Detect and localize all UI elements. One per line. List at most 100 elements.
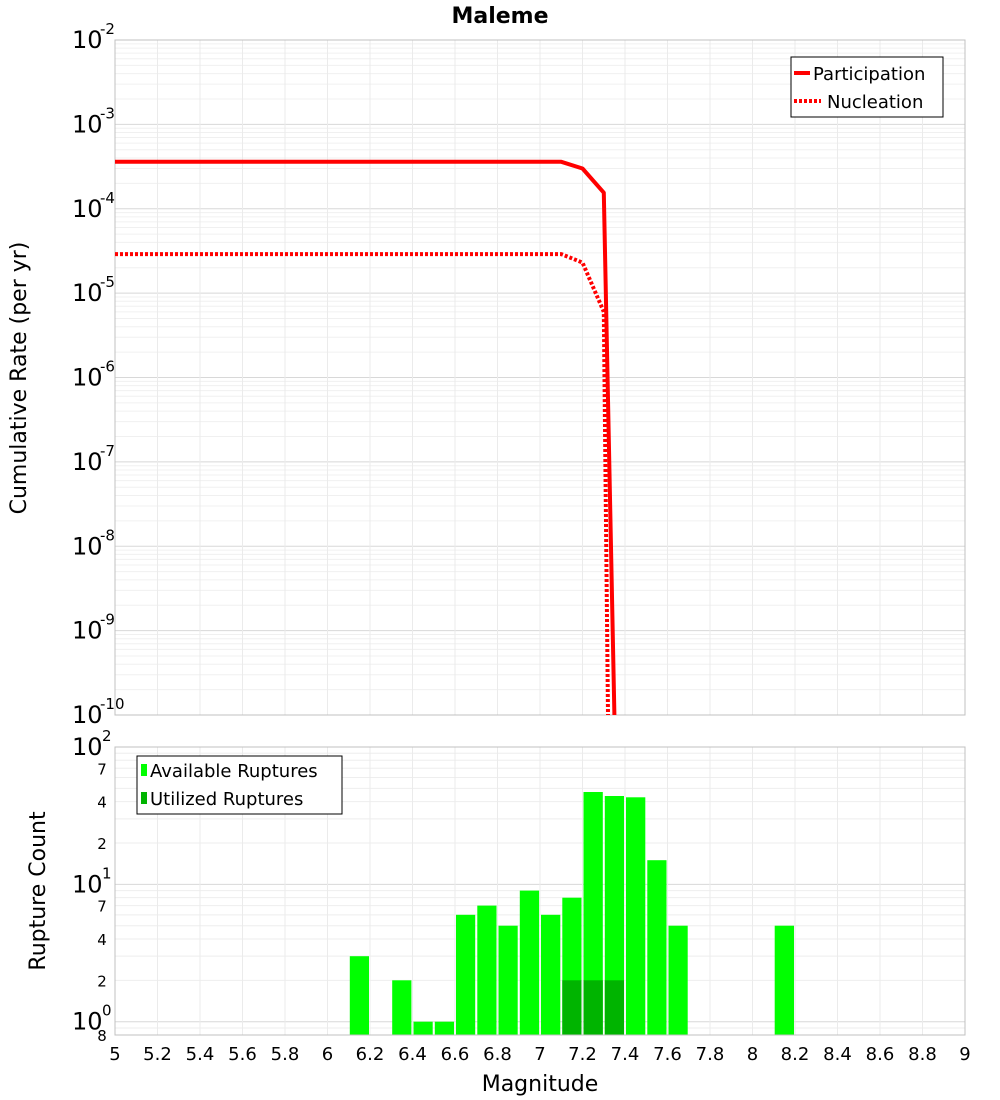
rupture-y-tick-exponent: 1	[102, 864, 112, 882]
rate-y-tick-label: 10-6	[72, 358, 115, 392]
utilized-legend-label: Utilized Ruptures	[150, 789, 303, 810]
available-legend-label: Available Ruptures	[150, 761, 318, 782]
available-rupture-bar	[647, 860, 667, 1035]
rupture-y-tick-base: 10	[72, 870, 103, 898]
available-rupture-bar	[541, 914, 561, 1035]
rate-plot-panel: 10-210-310-410-510-610-710-810-910-10 Cu…	[7, 20, 966, 729]
rupture-y-minor-tick-label: 7	[97, 898, 107, 916]
rate-plot-border	[114, 39, 966, 716]
rupture-y-minor-tick-label: 7	[97, 760, 107, 778]
x-tick-label: 5.4	[186, 1044, 215, 1065]
x-tick-label: 6.8	[483, 1044, 512, 1065]
rate-y-tick-label: 10-7	[72, 442, 115, 476]
rupture-y-tick-base: 10	[72, 733, 103, 761]
participation-line	[115, 159, 617, 716]
rate-y-tick-base: 10	[72, 532, 103, 560]
x-tick-label: 8.4	[823, 1044, 852, 1065]
rate-y-tick-exponent: -5	[100, 273, 115, 291]
rate-y-tick-label: 10-8	[72, 526, 115, 560]
x-tick-label: 8	[747, 1044, 758, 1065]
x-tick-label: 6.6	[441, 1044, 470, 1065]
rupture-legend-box	[136, 755, 343, 815]
rate-y-tick-exponent: -6	[100, 358, 115, 376]
x-tick-label: 9	[959, 1044, 970, 1065]
available-rupture-bar	[626, 797, 646, 1035]
utilized-rupture-bar	[604, 980, 624, 1035]
rate-y-tick-exponent: -3	[100, 104, 115, 122]
rupture-y-major-tick-label: 10 2	[72, 727, 112, 761]
rupture-y-minor-tick-label: 2	[97, 972, 107, 990]
rupture-y-major-tick-label: 10 0	[72, 1002, 112, 1036]
rate-y-tick-base: 10	[72, 26, 103, 54]
available-rupture-bar	[774, 925, 794, 1035]
rate-y-tick-base: 10	[72, 110, 103, 138]
rate-y-tick-label: 10-3	[72, 104, 115, 138]
rate-y-tick-label: 10-5	[72, 273, 115, 307]
available-rupture-bar	[604, 796, 624, 1035]
x-tick-label: 7.6	[653, 1044, 682, 1065]
rate-y-tick-label: 10-2	[72, 20, 115, 54]
rupture-y-major-tick-label: 10 1	[72, 864, 112, 898]
available-rupture-bar	[349, 956, 369, 1035]
x-tick-label: 7.2	[568, 1044, 597, 1065]
rate-y-tick-exponent: -9	[100, 611, 115, 629]
available-rupture-bar	[477, 905, 497, 1035]
rate-y-tick-exponent: -2	[100, 20, 115, 38]
rate-y-tick-base: 10	[72, 448, 103, 476]
rate-y-tick-base: 10	[72, 701, 103, 729]
available-rupture-bar	[413, 1021, 433, 1035]
x-tick-label: 5.2	[143, 1044, 172, 1065]
available-rupture-bar	[519, 890, 540, 1035]
rupture-y-tick-base: 10	[72, 1008, 103, 1036]
rupture-y-axis-label: Rupture Count	[26, 811, 51, 971]
x-tick-label: 6.2	[356, 1044, 385, 1065]
x-tick-label: 5.8	[271, 1044, 300, 1065]
available-rupture-bar	[434, 1021, 454, 1035]
x-tick-label: 8.6	[866, 1044, 895, 1065]
available-legend-swatch	[141, 764, 147, 776]
rate-y-tick-base: 10	[72, 195, 103, 223]
rate-y-axis-label: Cumulative Rate (per yr)	[7, 242, 32, 515]
rupture-y-minor-tick-label: 8	[97, 1027, 107, 1045]
utilized-legend-swatch	[141, 792, 147, 804]
rate-y-tick-label: 10-9	[72, 611, 115, 645]
rupture-y-minor-tick-label: 2	[97, 835, 107, 853]
rupture-y-minor-tick-label: 4	[97, 931, 107, 949]
rate-y-tick-base: 10	[72, 364, 103, 392]
x-tick-label: 6	[322, 1044, 333, 1065]
x-tick-label: 7.8	[696, 1044, 725, 1065]
chart-title: Maleme	[451, 4, 548, 29]
rate-legend: Participation Nucleation	[790, 56, 944, 118]
rupture-y-tick-exponent: 0	[102, 1002, 112, 1020]
available-rupture-bar	[498, 925, 518, 1035]
rate-y-tick-label: 10-10	[72, 695, 125, 729]
available-rupture-bar	[392, 980, 412, 1035]
rupture-legend: Available Ruptures Utilized Ruptures	[136, 755, 343, 815]
utilized-rupture-bar	[583, 980, 603, 1035]
x-tick-label: 7	[534, 1044, 545, 1065]
available-rupture-bar	[583, 792, 603, 1035]
rate-y-tick-exponent: -8	[100, 526, 115, 544]
rate-y-tick-label: 10-4	[72, 189, 115, 223]
x-tick-label: 8.8	[908, 1044, 937, 1065]
rupture-y-tick-exponent: 2	[102, 727, 112, 745]
available-rupture-bar	[668, 925, 688, 1035]
participation-legend-label: Participation	[813, 64, 925, 85]
rate-y-tick-exponent: -10	[100, 695, 125, 713]
x-tick-label: 8.2	[781, 1044, 810, 1065]
rupture-y-minor-tick-label: 4	[97, 794, 107, 812]
x-tick-label: 7.4	[611, 1044, 640, 1065]
rupture-plot-border	[114, 746, 966, 1036]
x-tick-label: 6.4	[398, 1044, 427, 1065]
nucleation-line	[115, 252, 610, 716]
utilized-rupture-bar	[562, 980, 582, 1035]
x-axis-label: Magnitude	[482, 1072, 599, 1097]
x-tick-label: 5	[109, 1044, 120, 1065]
rate-y-tick-exponent: -7	[100, 442, 115, 460]
rate-y-tick-base: 10	[72, 279, 103, 307]
x-tick-label: 5.6	[228, 1044, 257, 1065]
rate-y-tick-exponent: -4	[100, 189, 115, 207]
rate-y-tick-base: 10	[72, 617, 103, 645]
